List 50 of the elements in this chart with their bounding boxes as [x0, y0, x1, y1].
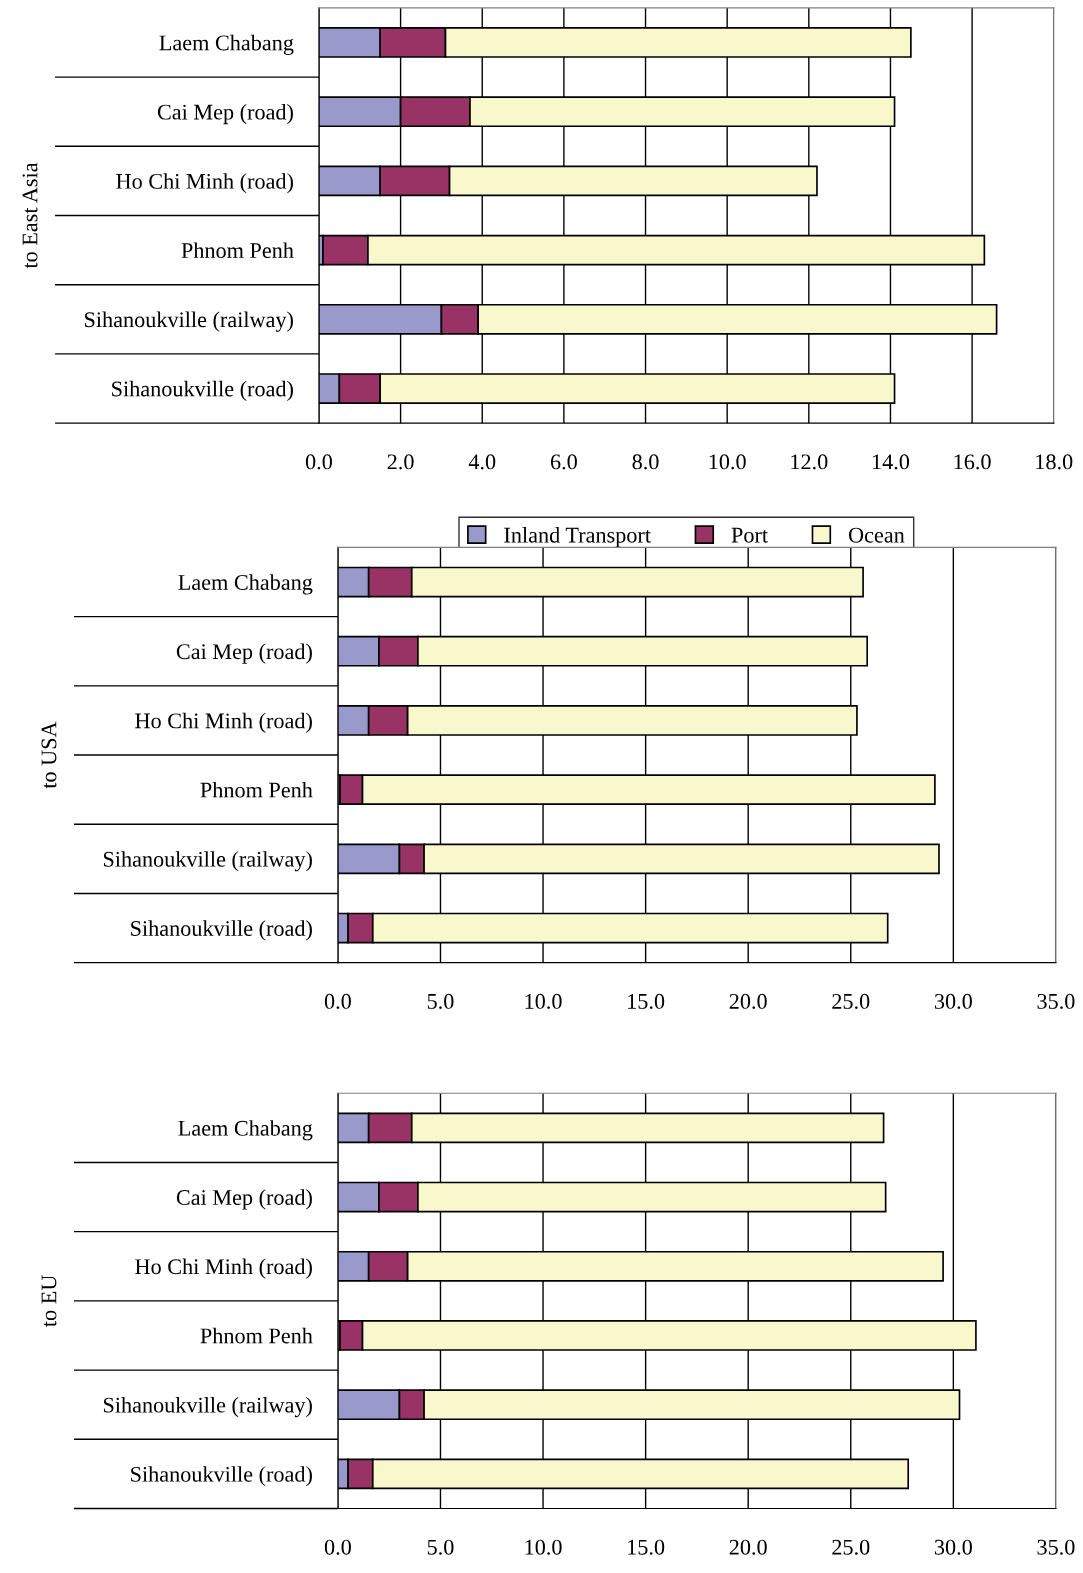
x-tick-label: 15.0	[628, 1539, 665, 1555]
x-tick-label: 20.0	[729, 1539, 767, 1555]
x-tick-label: 6.0	[550, 454, 577, 470]
y-tick-label: Phnom Penh	[181, 242, 294, 259]
y-tick-label: Laem Chabang	[159, 34, 294, 55]
legend-label: Ocean	[848, 527, 905, 543]
y-tick-label: Sihanoukville (road)	[131, 1466, 312, 1487]
x-tick-label: 15.0	[628, 993, 665, 1009]
y-tick-label: Cai Mep (road)	[176, 643, 312, 664]
x-tick-label: 35.0	[1037, 1539, 1075, 1555]
x-tick-label: 35.0	[1037, 993, 1075, 1009]
y-tick-label: Phnom Penh	[200, 1327, 313, 1344]
x-tick-label: 25.0	[832, 1539, 870, 1555]
y-axis-title: to EU	[41, 1275, 57, 1327]
legend-label: Inland Transport	[504, 526, 651, 548]
x-tick-label: 2.0	[387, 454, 414, 470]
legend-label: Port	[731, 527, 768, 543]
x-tick-label: 5.0	[427, 993, 454, 1009]
y-tick-label: Sihanoukville (road)	[131, 920, 312, 941]
x-tick-label: 10.0	[525, 993, 562, 1009]
y-tick-label: Ho Chi Minh (road)	[116, 173, 293, 194]
y-tick-label: Ho Chi Minh (road)	[135, 1258, 312, 1279]
y-tick-label: Cai Mep (road)	[176, 1189, 312, 1210]
y-tick-label: Cai Mep (road)	[157, 103, 293, 125]
x-tick-label: 8.0	[632, 454, 659, 470]
x-tick-label: 16.0	[954, 454, 991, 470]
x-tick-label: 0.0	[305, 454, 332, 470]
x-tick-label: 12.0	[791, 454, 828, 470]
x-tick-label: 4.0	[468, 454, 496, 470]
y-tick-label: Sihanoukville (railway)	[103, 1396, 312, 1418]
x-tick-label: 10.0	[709, 454, 746, 470]
x-tick-label: 0.0	[324, 1539, 351, 1555]
x-tick-label: 20.0	[729, 993, 767, 1009]
y-tick-label: Laem Chabang	[178, 574, 313, 595]
x-tick-label: 30.0	[934, 993, 972, 1009]
y-tick-label: Ho Chi Minh (road)	[135, 712, 312, 733]
x-tick-label: 30.0	[934, 1539, 972, 1555]
x-tick-label: 25.0	[832, 993, 870, 1009]
y-tick-label: Sihanoukville (road)	[112, 380, 293, 401]
y-tick-label: Laem Chabang	[178, 1120, 313, 1141]
x-tick-label: 5.0	[427, 1539, 454, 1555]
x-tick-label: 10.0	[525, 1539, 562, 1555]
x-tick-label: 14.0	[872, 454, 910, 470]
y-axis-title: to East Asia	[22, 162, 38, 269]
x-tick-label: 0.0	[324, 993, 351, 1009]
y-tick-label: Sihanoukville (railway)	[84, 311, 293, 332]
y-tick-label: Phnom Penh	[200, 781, 313, 798]
y-axis-title: to USA	[41, 721, 57, 789]
y-tick-label: Sihanoukville (railway)	[103, 851, 312, 872]
x-tick-label: 18.0	[1036, 454, 1073, 470]
